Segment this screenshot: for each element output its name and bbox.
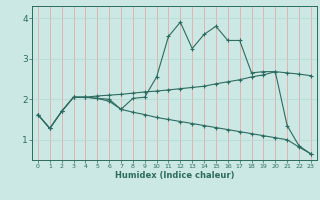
X-axis label: Humidex (Indice chaleur): Humidex (Indice chaleur) <box>115 171 234 180</box>
